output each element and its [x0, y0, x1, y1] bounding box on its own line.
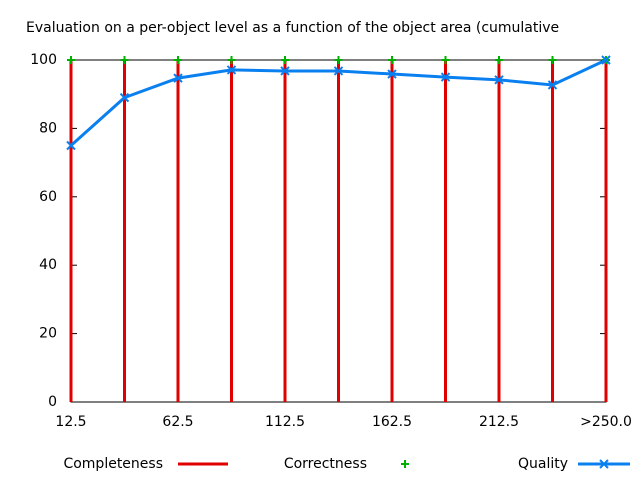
x-tick-label: 12.5 — [55, 414, 86, 430]
point — [494, 75, 504, 85]
point — [120, 56, 129, 64]
point — [66, 140, 76, 151]
point — [548, 56, 557, 64]
point — [281, 56, 289, 64]
point — [601, 55, 611, 65]
legend-label: Completeness — [63, 456, 163, 472]
x-tick-label: 162.5 — [372, 414, 412, 430]
point — [333, 66, 344, 76]
point — [547, 80, 558, 90]
point — [441, 56, 450, 64]
point — [226, 65, 237, 75]
legend-swatch — [599, 459, 609, 469]
chart-title: Evaluation on a per-object level as a fu… — [26, 20, 559, 36]
legend-label: Correctness — [284, 456, 367, 472]
point — [173, 73, 183, 83]
y-tick-label: 0 — [48, 394, 57, 410]
x-tick-label: 62.5 — [162, 414, 193, 430]
point — [119, 92, 130, 103]
y-tick-label: 100 — [30, 52, 57, 68]
point — [174, 56, 182, 64]
point — [495, 56, 503, 64]
y-tick-label: 20 — [39, 326, 57, 342]
point — [227, 56, 236, 64]
point — [440, 72, 451, 82]
y-tick-label: 60 — [39, 189, 57, 205]
point — [387, 69, 397, 79]
point — [334, 56, 343, 64]
x-tick-label: 112.5 — [265, 414, 305, 430]
x-tick-label: 212.5 — [479, 414, 519, 430]
point — [280, 66, 290, 76]
y-tick-label: 80 — [39, 120, 57, 136]
legend-label: Quality — [518, 456, 568, 472]
y-tick-label: 40 — [39, 257, 57, 273]
point — [67, 56, 75, 64]
x-tick-label: >250.0 — [580, 414, 632, 430]
legend-swatch — [401, 460, 409, 468]
point — [388, 56, 396, 64]
